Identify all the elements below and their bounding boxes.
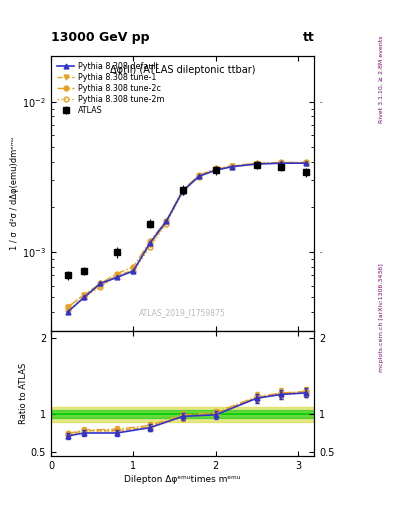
Pythia 8.308 tune-2c (180, 187, 185, 193)
Pythia 8.308 tune-2c (230, 163, 235, 169)
Pythia 8.308 default (254, 161, 259, 167)
Pythia 8.308 tune-2c (98, 281, 103, 287)
Pythia 8.308 tune-1 (213, 166, 218, 173)
Pythia 8.308 tune-1 (98, 283, 103, 289)
Pythia 8.308 default (82, 294, 86, 301)
Line: Pythia 8.308 tune-1: Pythia 8.308 tune-1 (65, 160, 309, 310)
Legend: Pythia 8.308 default, Pythia 8.308 tune-1, Pythia 8.308 tune-2c, Pythia 8.308 tu: Pythia 8.308 default, Pythia 8.308 tune-… (53, 59, 167, 118)
Pythia 8.308 tune-1 (65, 304, 70, 310)
Y-axis label: 1 / σ  d²σ / dΔφ(emu)dmᵉᵐᵘ: 1 / σ d²σ / dΔφ(emu)dmᵉᵐᵘ (11, 137, 20, 250)
Pythia 8.308 default (279, 160, 284, 166)
Pythia 8.308 tune-2c (164, 218, 169, 224)
Pythia 8.308 tune-2m (115, 273, 119, 280)
Pythia 8.308 tune-1 (304, 160, 309, 166)
Bar (51, 410, 314, 418)
Pythia 8.308 tune-1 (254, 160, 259, 166)
Pythia 8.308 tune-1 (180, 188, 185, 194)
Pythia 8.308 default (164, 219, 169, 225)
Pythia 8.308 tune-2m (279, 160, 284, 166)
Pythia 8.308 tune-2c (65, 304, 70, 310)
Text: tt: tt (303, 31, 314, 44)
Pythia 8.308 tune-1 (147, 242, 152, 248)
Pythia 8.308 tune-2c (197, 172, 202, 178)
Pythia 8.308 tune-2m (147, 244, 152, 250)
Text: ATLAS_2019_I1759875: ATLAS_2019_I1759875 (140, 308, 226, 317)
Pythia 8.308 tune-2m (164, 221, 169, 227)
Pythia 8.308 tune-2m (213, 167, 218, 173)
Pythia 8.308 default (213, 167, 218, 174)
Pythia 8.308 tune-2m (98, 284, 103, 290)
Bar (51, 407, 314, 422)
Pythia 8.308 tune-2c (147, 238, 152, 244)
Pythia 8.308 tune-2m (82, 294, 86, 301)
Text: 13000 GeV pp: 13000 GeV pp (51, 31, 150, 44)
Pythia 8.308 tune-2c (304, 159, 309, 165)
Pythia 8.308 tune-2c (254, 160, 259, 166)
Pythia 8.308 tune-2m (254, 161, 259, 167)
Pythia 8.308 tune-2c (131, 264, 136, 270)
Pythia 8.308 tune-2m (131, 268, 136, 274)
Pythia 8.308 default (180, 188, 185, 194)
Line: Pythia 8.308 tune-2m: Pythia 8.308 tune-2m (65, 161, 309, 313)
Pythia 8.308 default (197, 173, 202, 179)
Y-axis label: Ratio to ATLAS: Ratio to ATLAS (19, 362, 28, 424)
X-axis label: Dilepton Δφᵉᵐᵘtimes mᵉᵐᵘ: Dilepton Δφᵉᵐᵘtimes mᵉᵐᵘ (125, 475, 241, 484)
Pythia 8.308 tune-1 (82, 292, 86, 298)
Pythia 8.308 tune-1 (197, 173, 202, 179)
Pythia 8.308 default (115, 274, 119, 281)
Pythia 8.308 default (98, 281, 103, 287)
Pythia 8.308 tune-1 (279, 160, 284, 166)
Line: Pythia 8.308 default: Pythia 8.308 default (65, 161, 309, 314)
Pythia 8.308 default (131, 268, 136, 274)
Pythia 8.308 tune-2c (115, 270, 119, 276)
Pythia 8.308 default (230, 163, 235, 169)
Text: mcplots.cern.ch [arXiv:1306.3436]: mcplots.cern.ch [arXiv:1306.3436] (379, 263, 384, 372)
Pythia 8.308 tune-2m (65, 307, 70, 313)
Pythia 8.308 tune-1 (131, 267, 136, 273)
Pythia 8.308 tune-2m (304, 160, 309, 166)
Line: Pythia 8.308 tune-2c: Pythia 8.308 tune-2c (65, 160, 309, 310)
Pythia 8.308 default (147, 240, 152, 246)
Pythia 8.308 default (65, 309, 70, 315)
Pythia 8.308 tune-1 (164, 219, 169, 225)
Text: Δφ(ll) (ATLAS dileptonic ttbar): Δφ(ll) (ATLAS dileptonic ttbar) (110, 65, 255, 75)
Pythia 8.308 tune-2m (180, 189, 185, 195)
Pythia 8.308 tune-1 (230, 163, 235, 169)
Pythia 8.308 tune-2m (230, 163, 235, 169)
Pythia 8.308 tune-2m (197, 174, 202, 180)
Pythia 8.308 tune-2c (279, 159, 284, 165)
Pythia 8.308 tune-1 (115, 272, 119, 279)
Pythia 8.308 tune-2c (82, 292, 86, 298)
Text: Rivet 3.1.10, ≥ 2.8M events: Rivet 3.1.10, ≥ 2.8M events (379, 36, 384, 123)
Pythia 8.308 tune-2c (213, 165, 218, 172)
Pythia 8.308 default (304, 160, 309, 166)
